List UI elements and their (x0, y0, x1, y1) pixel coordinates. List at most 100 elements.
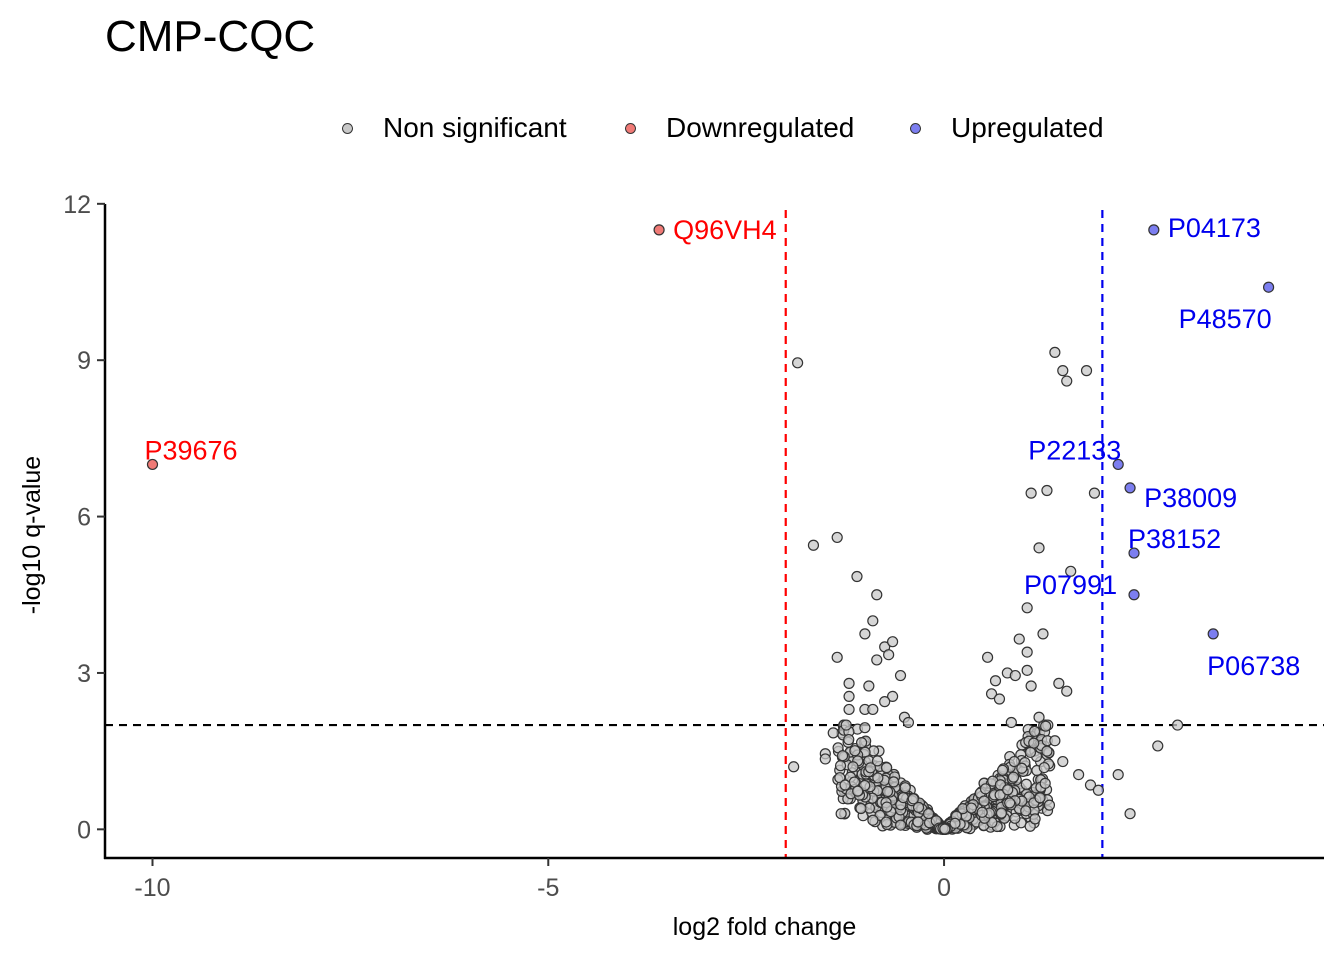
point-non-significant-cloud (871, 755, 884, 767)
point-non-significant-cloud (867, 814, 879, 826)
point-label: Q96VH4 (673, 215, 777, 245)
point-non-significant-cloud (836, 750, 849, 762)
point-non-significant-cloud (1038, 761, 1050, 774)
point-non-significant (871, 589, 883, 601)
point-downregulated (653, 224, 665, 236)
point-non-significant-cloud (1028, 725, 1041, 737)
legend-marker-upregulated (910, 122, 921, 134)
point-non-significant (819, 753, 831, 765)
point-non-significant (1112, 768, 1124, 781)
point-non-significant-cloud (912, 816, 924, 828)
point-non-significant (871, 654, 883, 666)
point-non-significant-cloud (1002, 784, 1014, 796)
point-non-significant-cloud (1040, 720, 1052, 732)
point-non-significant (1009, 669, 1021, 682)
point-non-significant (1037, 628, 1049, 640)
point-non-significant (1080, 365, 1093, 377)
point-non-significant-cloud (852, 785, 864, 797)
point-non-significant-cloud (881, 785, 894, 798)
y-tick-label: 0 (77, 816, 91, 844)
point-non-significant (843, 677, 855, 689)
point-non-significant (859, 722, 871, 734)
point-non-significant (902, 716, 915, 729)
point-non-significant-cloud (922, 808, 935, 820)
point-non-significant (993, 693, 1006, 705)
legend-marker-downregulated (625, 122, 636, 134)
point-non-significant (867, 615, 879, 627)
point-label: P22133 (1028, 435, 1121, 465)
point-non-significant-cloud (1020, 778, 1032, 790)
point-non-significant (1171, 719, 1184, 731)
legend-item-upregulated: Upregulated (910, 108, 1104, 148)
point-non-significant (1073, 768, 1085, 781)
point-non-significant (855, 802, 867, 815)
point-non-significant (831, 651, 843, 663)
point-non-significant (1005, 716, 1017, 729)
point-non-significant-cloud (881, 762, 893, 774)
point-non-significant-cloud (1039, 777, 1051, 789)
point-non-significant (1041, 745, 1053, 757)
point-non-significant (1025, 680, 1037, 692)
legend-label-upregulated: Upregulated (951, 112, 1104, 143)
point-non-significant-cloud (840, 719, 852, 731)
point-non-significant-cloud (843, 733, 855, 746)
y-tick-label: 9 (77, 347, 91, 375)
point-non-significant-cloud (888, 776, 900, 788)
point-non-significant-cloud (864, 762, 877, 774)
point-non-significant (863, 680, 875, 692)
point-non-significant-cloud (996, 764, 1009, 776)
point-non-significant-cloud (895, 819, 907, 831)
point-non-significant (989, 675, 1002, 687)
point-label: P39676 (144, 435, 237, 465)
point-non-significant-cloud (965, 802, 977, 814)
x-tick-label: -10 (134, 874, 170, 902)
point-non-significant (792, 357, 804, 369)
y-tick-label: 6 (77, 504, 91, 532)
point-non-significant-cloud (995, 807, 1008, 819)
point-non-significant (859, 628, 871, 640)
point-non-significant (1061, 375, 1073, 387)
point-non-significant (827, 727, 839, 739)
point-non-significant-cloud (976, 806, 988, 818)
point-non-significant (887, 636, 899, 648)
point-label: P07991 (1024, 570, 1117, 600)
point-non-significant (894, 669, 907, 682)
point-upregulated (1128, 589, 1140, 601)
y-axis-label: -log10 q-value (18, 456, 46, 614)
point-non-significant (1057, 365, 1069, 377)
point-non-significant (1152, 740, 1164, 752)
point-non-significant-cloud (1024, 746, 1037, 758)
legend: Non significant Downregulated Upregulate… (0, 108, 1344, 148)
point-non-significant (1025, 487, 1037, 499)
point-non-significant (847, 761, 859, 773)
point-non-significant-cloud (1016, 762, 1028, 774)
point-non-significant (835, 808, 847, 820)
point-non-significant (1057, 755, 1069, 768)
point-non-significant (883, 649, 895, 661)
point-non-significant-cloud (849, 745, 861, 757)
point-non-significant-cloud (949, 817, 961, 829)
legend-item-downregulated: Downregulated (625, 108, 854, 148)
point-non-significant (788, 761, 800, 773)
point-non-significant (1021, 646, 1033, 658)
point-non-significant (1065, 565, 1077, 577)
y-tick-label: 12 (63, 191, 91, 219)
chart-title: CMP-CQC (105, 12, 316, 61)
point-non-significant (1084, 779, 1097, 791)
point-non-significant (1092, 784, 1105, 796)
point-upregulated (1262, 281, 1275, 293)
point-non-significant-cloud (1043, 799, 1056, 811)
x-tick-label: -5 (537, 874, 559, 902)
point-non-significant (831, 531, 843, 544)
point-non-significant-cloud (1004, 797, 1016, 809)
point-upregulated (1124, 482, 1136, 494)
point-non-significant-cloud (1020, 805, 1032, 817)
point-non-significant-cloud (1009, 812, 1021, 824)
point-non-significant (1021, 664, 1033, 676)
point-non-significant (1033, 542, 1045, 554)
point-non-significant-cloud (880, 816, 892, 828)
point-non-significant-cloud (899, 782, 911, 794)
point-non-significant (839, 779, 851, 791)
legend-item-non-significant: Non significant (342, 108, 567, 148)
point-non-significant (1013, 633, 1025, 645)
